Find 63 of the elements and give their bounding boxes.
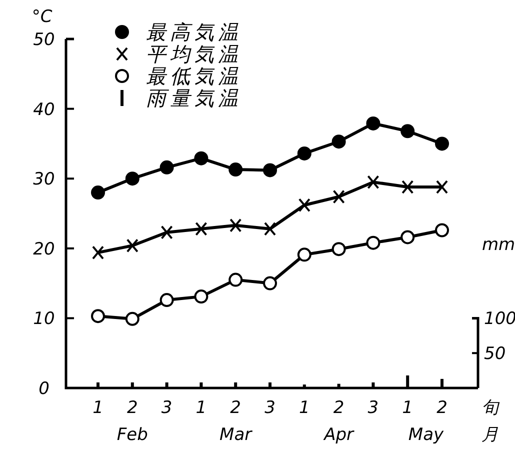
point — [160, 160, 174, 174]
y-tick-label: 20 — [33, 239, 55, 260]
x-tick-label: 2 — [333, 398, 344, 418]
x-tick-label: 2 — [230, 398, 242, 418]
point — [230, 218, 242, 232]
point — [125, 172, 140, 186]
point — [366, 236, 380, 250]
point — [91, 309, 105, 324]
x-axis-title: 旬 — [482, 398, 500, 418]
y-tick-label: 40 — [33, 100, 55, 120]
point — [332, 190, 345, 204]
point — [402, 180, 414, 194]
point — [263, 163, 277, 178]
legend-label: 最高気温 — [146, 20, 242, 44]
text: May — [408, 425, 445, 445]
y-axis-title: °C — [32, 7, 52, 27]
point — [228, 272, 243, 287]
point — [435, 136, 449, 151]
x-tick-label: 1 — [196, 398, 207, 418]
point — [160, 225, 173, 240]
x-tick-label: 3 — [368, 398, 379, 418]
legend-label: 平均気温 — [146, 42, 242, 66]
point — [400, 230, 415, 244]
point — [91, 186, 105, 200]
x-tick-label: 2 — [436, 398, 448, 418]
point — [228, 162, 243, 177]
x-tick-label: 1 — [402, 398, 414, 418]
point — [194, 151, 208, 166]
point — [195, 222, 208, 236]
point — [400, 124, 415, 138]
text: Apr — [323, 425, 355, 445]
y2-tick-label: 50 — [484, 344, 506, 364]
point — [367, 175, 380, 190]
point — [125, 312, 140, 326]
point — [298, 198, 310, 212]
y-tick-label: 10 — [33, 309, 55, 330]
point — [297, 248, 312, 262]
text: 月 — [482, 425, 498, 445]
x-tick-label: 3 — [161, 398, 172, 418]
point — [435, 223, 449, 238]
x-tick-label: 1 — [298, 398, 310, 418]
legend-label: 雨量気温 — [146, 86, 242, 110]
point — [297, 146, 312, 160]
text: Feb — [116, 425, 148, 445]
text: Mar — [220, 425, 253, 445]
point — [263, 276, 277, 290]
point — [160, 293, 174, 308]
point — [264, 222, 276, 236]
x-tick-label: 1 — [92, 398, 104, 418]
y-tick-label: 50 — [33, 30, 55, 50]
point — [366, 116, 380, 130]
point — [92, 246, 104, 260]
y-tick-label: 0 — [38, 379, 50, 399]
x-tick-label: 2 — [126, 398, 138, 418]
point — [332, 242, 346, 256]
point — [194, 290, 208, 304]
y2-axis-title: mm — [482, 235, 515, 255]
x-tick-label: 3 — [264, 398, 276, 418]
point — [332, 134, 346, 149]
point — [436, 180, 448, 194]
y-tick-label: 30 — [33, 170, 55, 190]
legend-label: 最低気温 — [146, 64, 242, 88]
point — [126, 238, 138, 253]
